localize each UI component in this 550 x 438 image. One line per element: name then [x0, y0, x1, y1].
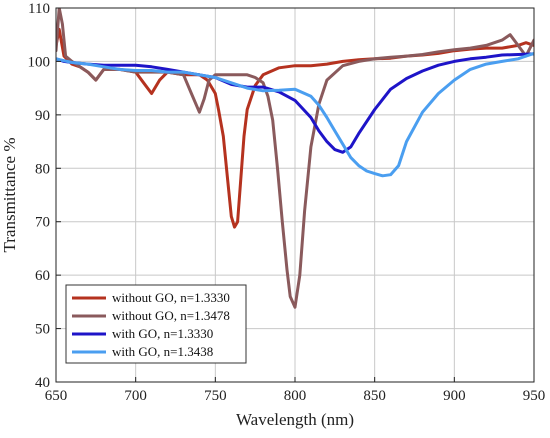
axis-ticks: 650 700 750 800 850 900 950 40 50 60 70 80 90 100 110 — [28, 1, 546, 404]
x-tick-label: 800 — [284, 388, 307, 404]
x-tick-label: 950 — [523, 388, 546, 404]
x-tick-label: 650 — [45, 388, 68, 404]
series-line-4 — [56, 51, 534, 178]
y-tick-label: 50 — [35, 322, 50, 338]
x-axis-title: Wavelength (nm) — [236, 410, 354, 429]
series-line-3 — [56, 52, 534, 154]
x-tick-label: 750 — [204, 388, 227, 404]
y-tick-label: 90 — [35, 108, 50, 124]
y-tick-label: 60 — [35, 268, 50, 284]
legend: without GO, n=1.3330 without GO, n=1.3478… — [65, 284, 247, 364]
legend-label-2: without GO, n=1.3478 — [112, 308, 230, 323]
y-tick-label: 110 — [28, 1, 50, 17]
legend-label-3: with GO, n=1.3330 — [112, 326, 213, 341]
x-tick-label: 900 — [443, 388, 466, 404]
legend-label-1: without GO, n=1.3330 — [112, 290, 230, 305]
x-tick-label: 850 — [363, 388, 386, 404]
y-tick-label: 100 — [28, 54, 51, 70]
y-tick-label: 70 — [35, 215, 50, 231]
legend-label-4: with GO, n=1.3438 — [112, 344, 213, 359]
x-tick-label: 700 — [124, 388, 147, 404]
y-axis-title: Transmittance % — [0, 137, 19, 252]
y-tick-label: 40 — [35, 375, 50, 391]
y-tick-label: 80 — [35, 161, 50, 177]
series-lines — [56, 8, 534, 309]
series-line-2 — [56, 8, 534, 309]
